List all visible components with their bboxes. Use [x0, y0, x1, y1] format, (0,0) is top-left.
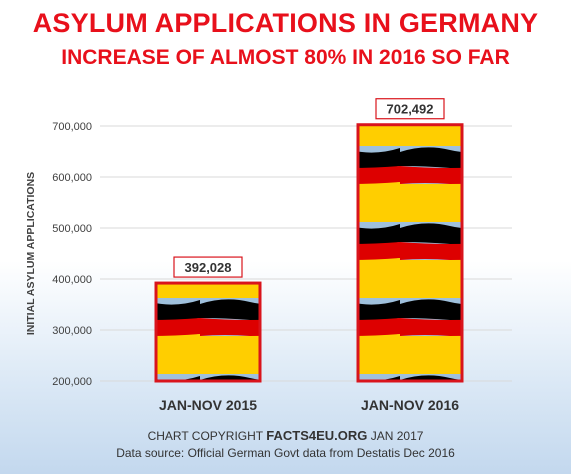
value-label: 702,492 — [387, 102, 434, 117]
x-tick-label: JAN-NOV 2015 — [159, 397, 257, 413]
y-tick-label: 300,000 — [52, 325, 92, 337]
value-label: 392,028 — [185, 260, 232, 275]
y-tick-label: 600,000 — [52, 172, 92, 184]
chart-title: ASYLUM APPLICATIONS IN GERMANY — [32, 8, 539, 38]
copyright-line: CHART COPYRIGHT FACTS4EU.ORG JAN 2017 — [0, 428, 571, 443]
value-label-box — [375, 98, 445, 120]
x-tick-label: JAN-NOV 2016 — [361, 397, 459, 413]
brand-name: FACTS4EU.ORG — [266, 428, 368, 443]
chart-subtitle: INCREASE OF ALMOST 80% IN 2016 SO FAR — [61, 46, 510, 69]
y-tick-label: 700,000 — [52, 121, 92, 133]
data-source: Data source: Official German Govt data f… — [116, 446, 455, 460]
y-axis-label: INITIAL ASYLUM APPLICATIONS — [25, 172, 37, 335]
value-label-box — [173, 256, 243, 278]
y-tick-label: 200,000 — [52, 376, 92, 388]
copyright-date: JAN 2017 — [370, 429, 424, 443]
bars: 392,028 702,492 — [154, 98, 464, 383]
copyright-prefix: CHART COPYRIGHT — [147, 429, 263, 443]
bar — [154, 281, 262, 383]
y-tick-label: 500,000 — [52, 223, 92, 235]
x-axis-ticks: JAN-NOV 2015 JAN-NOV 2016 — [159, 397, 459, 413]
y-tick-label: 400,000 — [52, 274, 92, 286]
bar — [356, 123, 464, 383]
y-axis-ticks: 200,000 300,000 400,000 500,000 600,000 700,0… — [52, 121, 92, 388]
